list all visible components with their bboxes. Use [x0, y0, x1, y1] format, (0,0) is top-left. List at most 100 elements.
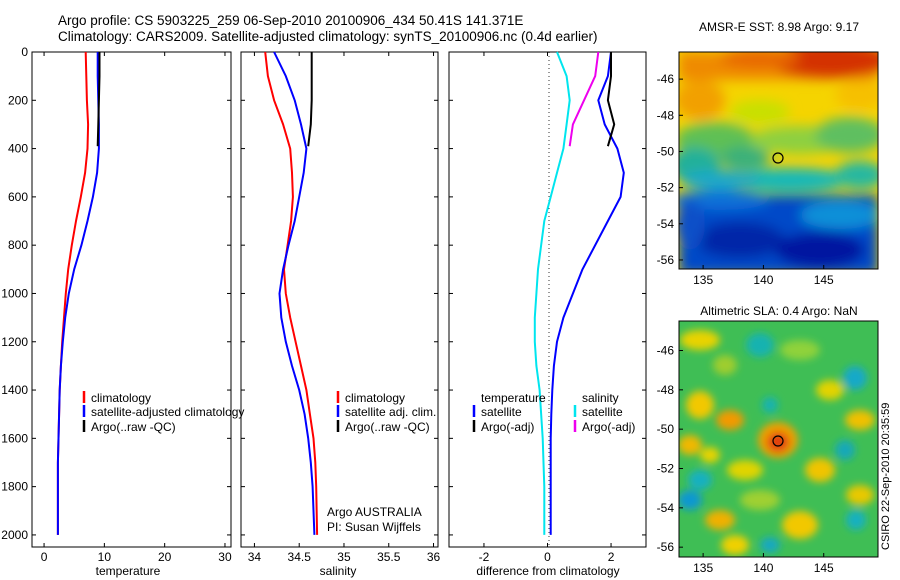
series-line-climatology	[264, 51, 319, 535]
salinity-xlabel: salinity	[320, 564, 357, 578]
sst-map-title: AMSR-E SST: 8.98 Argo: 9.17	[699, 20, 859, 34]
difference-axes-box	[448, 51, 647, 548]
salinity-legend: climatology satellite adj. clim. Argo(..…	[336, 391, 436, 434]
ytick-label: 2000	[1, 528, 28, 542]
legend-label-temp-argo: Argo(-adj)	[481, 420, 534, 434]
ytick-label: 1800	[1, 480, 28, 494]
legend-label-argo: Argo(..raw -QC)	[345, 420, 430, 434]
map-xtick-label: 140	[753, 273, 773, 287]
xtick-label: 36	[427, 550, 441, 564]
salinity-series	[264, 51, 319, 535]
sla-map-frame	[678, 320, 879, 558]
xtick-label: 0	[544, 550, 551, 564]
map-xtick-label: 140	[753, 561, 773, 575]
map-ytick-label: -50	[657, 422, 675, 436]
map-ytick-label: -50	[657, 144, 675, 158]
legend-label-temp-satellite: satellite	[481, 405, 522, 419]
map-ytick-label: -46	[657, 344, 675, 358]
temperature-yticks: 0 200 400 600 800 1000 1200 1400 1600 1800 2000	[1, 45, 231, 542]
difference-panel: -2 0 2 difference from climatology tempera…	[448, 51, 647, 578]
series-line-salinity-satellite	[533, 51, 571, 535]
series-line-temperature-satellite	[549, 51, 625, 535]
sst-map-panel: AMSR-E SST: 8.98 Argo: 9.17	[657, 20, 879, 287]
map-xtick-label: 145	[814, 273, 834, 287]
map-ytick-label: -52	[657, 181, 675, 195]
legend-label-satellite: satellite adj. clim.	[345, 405, 436, 419]
ytick-label: 400	[8, 142, 28, 156]
sst-map-xticks: 135 140 145	[693, 265, 834, 287]
xtick-label: 30	[218, 550, 232, 564]
xtick-label: 10	[98, 550, 112, 564]
ytick-label: 200	[8, 93, 28, 107]
temperature-xticks: 0 10 20 30	[41, 52, 232, 564]
sst-map-image	[679, 52, 878, 269]
sla-map-yticks: -46 -48 -50 -52 -54 -56	[657, 344, 683, 554]
sst-map-frame	[678, 51, 879, 270]
annotation-pi: PI: Susan Wijffels	[327, 520, 421, 534]
xtick-label: 20	[158, 550, 172, 564]
temperature-legend: climatology satellite-adjusted climatolo…	[82, 391, 244, 434]
series-line-argo-raw-qc	[307, 52, 313, 147]
xtick-label: 35	[337, 550, 351, 564]
map-ytick-label: -56	[657, 253, 675, 267]
figure-title-line2: Climatology: CARS2009. Satellite-adjuste…	[58, 29, 598, 44]
map-ytick-label: -52	[657, 462, 675, 476]
map-ytick-label: -46	[657, 72, 675, 86]
legend-heading-temperature: temperature	[481, 391, 546, 405]
salinity-yticks	[241, 51, 438, 536]
difference-yticks	[449, 51, 646, 536]
temperature-xlabel: temperature	[96, 564, 161, 578]
salinity-axes-box	[240, 51, 439, 548]
difference-legend: temperature satellite Argo(-adj) salinit…	[472, 391, 635, 434]
difference-series	[533, 51, 625, 535]
salinity-xticks: 34 34.5 35 35.5 36	[248, 52, 441, 564]
temperature-axes-box	[31, 51, 232, 548]
figure-title-line1: Argo profile: CS 5903225_259 06-Sep-2010…	[58, 13, 524, 28]
series-line-satellite-adj-clim	[273, 51, 316, 535]
sla-map-xticks: 135 140 145	[693, 553, 834, 575]
ytick-label: 1000	[1, 286, 28, 300]
map-ytick-label: -56	[657, 540, 675, 554]
ytick-label: 1200	[1, 335, 28, 349]
ytick-label: 1400	[1, 383, 28, 397]
map-xtick-label: 135	[693, 561, 713, 575]
map-xtick-label: 145	[814, 561, 834, 575]
sla-argo-location-marker	[772, 435, 784, 447]
difference-xticks: -2 0 2	[479, 52, 615, 564]
temperature-panel: 0 200 400 600 800 1000 1200 1400 1600 1800 2000 0 1…	[1, 45, 244, 578]
legend-label-sal-argo: Argo(-adj)	[582, 420, 635, 434]
series-line-climatology	[56, 51, 90, 535]
sla-map-title: Altimetric SLA: 0.4 Argo: NaN	[700, 304, 857, 318]
series-line-temperature-argo-adj	[606, 52, 616, 147]
map-xtick-label: 135	[693, 273, 713, 287]
salinity-panel: 34 34.5 35 35.5 36 salinity climatology sate…	[240, 51, 441, 578]
legend-label-argo: Argo(..raw -QC)	[91, 420, 176, 434]
map-ytick-label: -54	[657, 501, 675, 515]
sla-map-image	[679, 321, 878, 557]
legend-label-satellite: satellite-adjusted climatology	[91, 405, 244, 419]
xtick-label: 34.5	[288, 550, 312, 564]
xtick-label: 34	[248, 550, 262, 564]
xtick-label: 2	[608, 550, 615, 564]
annotation-argo-australia: Argo AUSTRALIA	[327, 505, 422, 519]
map-ytick-label: -48	[657, 108, 675, 122]
legend-label-sal-satellite: satellite	[582, 405, 623, 419]
temperature-series	[56, 51, 101, 535]
legend-heading-salinity: salinity	[582, 391, 619, 405]
ytick-label: 800	[8, 238, 28, 252]
map-ytick-label: -48	[657, 383, 675, 397]
ytick-label: 1600	[1, 431, 28, 445]
xtick-label: -2	[479, 550, 490, 564]
xtick-label: 35.5	[377, 550, 401, 564]
sst-argo-location-marker	[772, 152, 784, 164]
series-line-salinity-argo-adj	[568, 51, 600, 147]
ytick-label: 600	[8, 190, 28, 204]
difference-xlabel: difference from climatology	[476, 564, 619, 578]
ytick-label: 0	[21, 45, 28, 59]
sst-map-yticks: -46 -48 -50 -52 -54 -56	[657, 72, 683, 267]
series-line-satellite-adjusted-climatology	[56, 52, 100, 535]
sla-map-panel: Altimetric SLA: 0.4 Argo: NaN	[657, 304, 879, 575]
legend-label-climatology: climatology	[345, 391, 405, 405]
series-line-argo-raw-qc	[96, 52, 101, 147]
